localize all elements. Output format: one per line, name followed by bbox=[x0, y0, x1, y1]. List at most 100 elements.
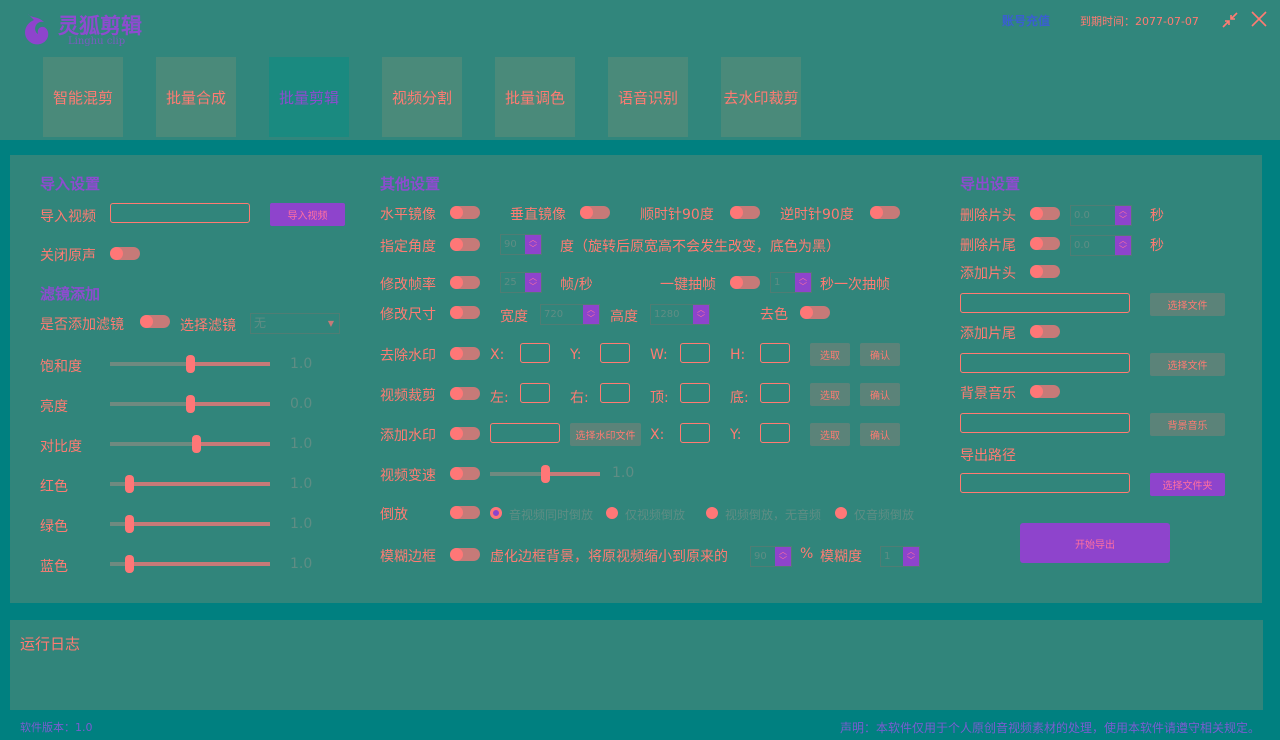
choose-folder-button[interactable]: 选择文件夹 bbox=[1150, 473, 1225, 496]
slider-track[interactable] bbox=[110, 435, 270, 453]
spin-arrows-icon[interactable]: ︿ ﹀ bbox=[795, 273, 811, 292]
size-toggle[interactable] bbox=[450, 306, 480, 319]
watermark-remove-h-input[interactable] bbox=[760, 343, 790, 363]
hflip-toggle[interactable] bbox=[450, 206, 480, 219]
reverse-radio[interactable] bbox=[706, 507, 718, 519]
drop-frame-toggle[interactable] bbox=[730, 276, 760, 289]
add-head-toggle[interactable] bbox=[1030, 265, 1060, 278]
add-tail-toggle[interactable] bbox=[1030, 325, 1060, 338]
blur-scale-spinbox[interactable]: 90 ︿ ﹀ bbox=[750, 546, 792, 567]
watermark-add-y-input[interactable] bbox=[760, 423, 790, 443]
cw90-toggle[interactable] bbox=[730, 206, 760, 219]
reverse-toggle[interactable] bbox=[450, 506, 480, 519]
speed-slider[interactable] bbox=[490, 465, 600, 483]
cut-head-spinbox[interactable]: 0.0 ︿ ﹀ bbox=[1070, 205, 1132, 226]
tab-4[interactable]: 批量调色 bbox=[495, 57, 575, 137]
tab-6[interactable]: 去水印裁剪 bbox=[721, 57, 801, 137]
spin-arrows-icon[interactable]: ︿ ﹀ bbox=[525, 273, 541, 292]
spin-arrows-icon[interactable]: ︿ ﹀ bbox=[525, 235, 541, 254]
slider-track[interactable] bbox=[110, 515, 270, 533]
watermark-add-toggle[interactable] bbox=[450, 427, 480, 440]
crop-confirm-button[interactable]: 确认 bbox=[860, 383, 900, 406]
crop-top-input[interactable] bbox=[680, 383, 710, 403]
crop-bottom-input[interactable] bbox=[760, 383, 790, 403]
tab-1[interactable]: 批量合成 bbox=[156, 57, 236, 137]
spin-arrows-icon[interactable]: ︿ ﹀ bbox=[903, 547, 919, 566]
start-export-button[interactable]: 开始导出 bbox=[1020, 523, 1170, 563]
drop-frame-spinbox[interactable]: 1 ︿ ﹀ bbox=[770, 272, 812, 293]
watermark-remove-confirm-button[interactable]: 确认 bbox=[860, 343, 900, 366]
reverse-radio[interactable] bbox=[835, 507, 847, 519]
reverse-radio[interactable] bbox=[490, 507, 502, 519]
watermark-remove-pick-button[interactable]: 选取 bbox=[810, 343, 850, 366]
crop-right-input[interactable] bbox=[600, 383, 630, 403]
watermark-remove-y-input[interactable] bbox=[600, 343, 630, 363]
reverse-radio[interactable] bbox=[606, 507, 618, 519]
head-choose-file-button[interactable]: 选择文件 bbox=[1150, 293, 1225, 316]
crop-left-input[interactable] bbox=[520, 383, 550, 403]
fps-spinbox[interactable]: 25 ︿ ﹀ bbox=[500, 272, 542, 293]
tab-3[interactable]: 视频分割 bbox=[382, 57, 462, 137]
slider-track[interactable] bbox=[110, 355, 270, 373]
filter-enable-toggle[interactable] bbox=[140, 315, 170, 328]
watermark-remove-toggle[interactable] bbox=[450, 347, 480, 360]
angle-toggle[interactable] bbox=[450, 238, 480, 251]
watermark-add-pick-button[interactable]: 选取 bbox=[810, 423, 850, 446]
angle-spinbox[interactable]: 90 ︿ ﹀ bbox=[500, 234, 542, 255]
cut-tail-toggle[interactable] bbox=[1030, 237, 1060, 250]
spin-arrows-icon[interactable]: ︿ ﹀ bbox=[1115, 236, 1131, 255]
filter-select[interactable]: 无 ▼ bbox=[250, 313, 340, 334]
slider-track[interactable] bbox=[110, 555, 270, 573]
export-path-input[interactable] bbox=[960, 473, 1130, 493]
decolor-toggle[interactable] bbox=[800, 306, 830, 319]
watermark-file-button[interactable]: 选择水印文件 bbox=[570, 423, 641, 446]
slider-thumb[interactable] bbox=[125, 515, 135, 533]
height-spinbox[interactable]: 1280 ︿ ﹀ bbox=[650, 304, 710, 325]
watermark-remove-w-input[interactable] bbox=[680, 343, 710, 363]
blur-degree-spinbox[interactable]: 1 ︿ ﹀ bbox=[880, 546, 920, 567]
close-icon[interactable] bbox=[1250, 10, 1268, 28]
cut-tail-spinbox[interactable]: 0.0 ︿ ﹀ bbox=[1070, 235, 1132, 256]
crop-label: 视频裁剪 bbox=[380, 388, 436, 404]
import-video-input[interactable] bbox=[110, 203, 250, 223]
spin-arrows-icon[interactable]: ︿ ﹀ bbox=[1115, 206, 1131, 225]
slider-thumb[interactable] bbox=[125, 555, 135, 573]
watermark-file-input[interactable] bbox=[490, 423, 560, 443]
speed-toggle[interactable] bbox=[450, 467, 480, 480]
mute-toggle[interactable] bbox=[110, 247, 140, 260]
ccw90-toggle[interactable] bbox=[870, 206, 900, 219]
blur-toggle[interactable] bbox=[450, 548, 480, 561]
tab-5[interactable]: 语音识别 bbox=[608, 57, 688, 137]
watermark-remove-label: 去除水印 bbox=[380, 348, 436, 364]
import-video-button[interactable]: 导入视频 bbox=[270, 203, 345, 226]
bgm-choose-button[interactable]: 背景音乐 bbox=[1150, 413, 1225, 436]
slider-thumb[interactable] bbox=[186, 355, 195, 373]
slider-track[interactable] bbox=[110, 475, 270, 493]
slider-thumb[interactable] bbox=[186, 395, 195, 413]
crop-pick-button[interactable]: 选取 bbox=[810, 383, 850, 406]
minimize-icon[interactable] bbox=[1221, 11, 1239, 29]
crop-toggle[interactable] bbox=[450, 387, 480, 400]
watermark-add-x-input[interactable] bbox=[680, 423, 710, 443]
tail-choose-file-button[interactable]: 选择文件 bbox=[1150, 353, 1225, 376]
tail-file-input[interactable] bbox=[960, 353, 1130, 373]
spin-arrows-icon[interactable]: ︿ ﹀ bbox=[583, 305, 599, 324]
watermark-add-confirm-button[interactable]: 确认 bbox=[860, 423, 900, 446]
head-file-input[interactable] bbox=[960, 293, 1130, 313]
watermark-remove-x-input[interactable] bbox=[520, 343, 550, 363]
speed-slider-thumb[interactable] bbox=[541, 465, 550, 483]
tab-0[interactable]: 智能混剪 bbox=[43, 57, 123, 137]
spin-arrows-icon[interactable]: ︿ ﹀ bbox=[693, 305, 709, 324]
recharge-link[interactable]: 账号充值 bbox=[1002, 14, 1051, 28]
tab-2[interactable]: 批量剪辑 bbox=[269, 57, 349, 137]
slider-thumb[interactable] bbox=[125, 475, 135, 493]
spin-arrows-icon[interactable]: ︿ ﹀ bbox=[775, 547, 791, 566]
width-spinbox[interactable]: 720 ︿ ﹀ bbox=[540, 304, 600, 325]
slider-track[interactable] bbox=[110, 395, 270, 413]
cut-head-toggle[interactable] bbox=[1030, 207, 1060, 220]
slider-thumb[interactable] bbox=[192, 435, 202, 453]
bgm-toggle[interactable] bbox=[1030, 385, 1060, 398]
vflip-toggle[interactable] bbox=[580, 206, 610, 219]
fps-toggle[interactable] bbox=[450, 276, 480, 289]
bgm-file-input[interactable] bbox=[960, 413, 1130, 433]
